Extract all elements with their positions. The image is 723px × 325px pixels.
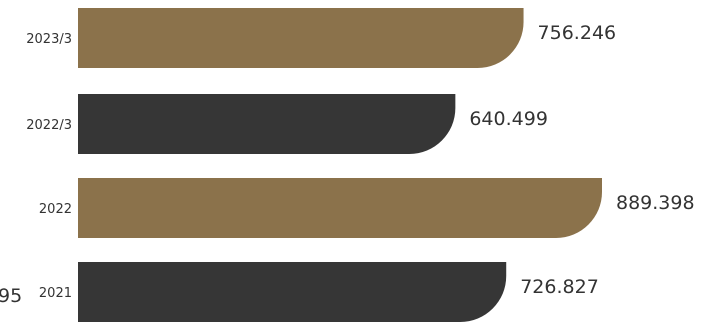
clipped-label: 95 <box>0 285 22 307</box>
category-label: 2022/3 <box>26 118 72 133</box>
category-label: 2021 <box>39 286 72 301</box>
bar-2022-3 <box>78 94 456 154</box>
category-label: 2022 <box>39 202 72 217</box>
bar-2021 <box>78 262 507 322</box>
labels-group: 2023/3 756.246 2022/3 640.499 2022 889.398 202… <box>0 22 695 307</box>
bar-2022 <box>78 178 602 238</box>
value-label: 889.398 <box>616 192 695 214</box>
value-label: 756.246 <box>538 22 617 44</box>
bars-group <box>78 8 602 322</box>
category-label: 2023/3 <box>26 32 72 47</box>
value-label: 640.499 <box>469 108 548 130</box>
bar-2023-3 <box>78 8 524 68</box>
value-label: 726.827 <box>520 276 599 298</box>
